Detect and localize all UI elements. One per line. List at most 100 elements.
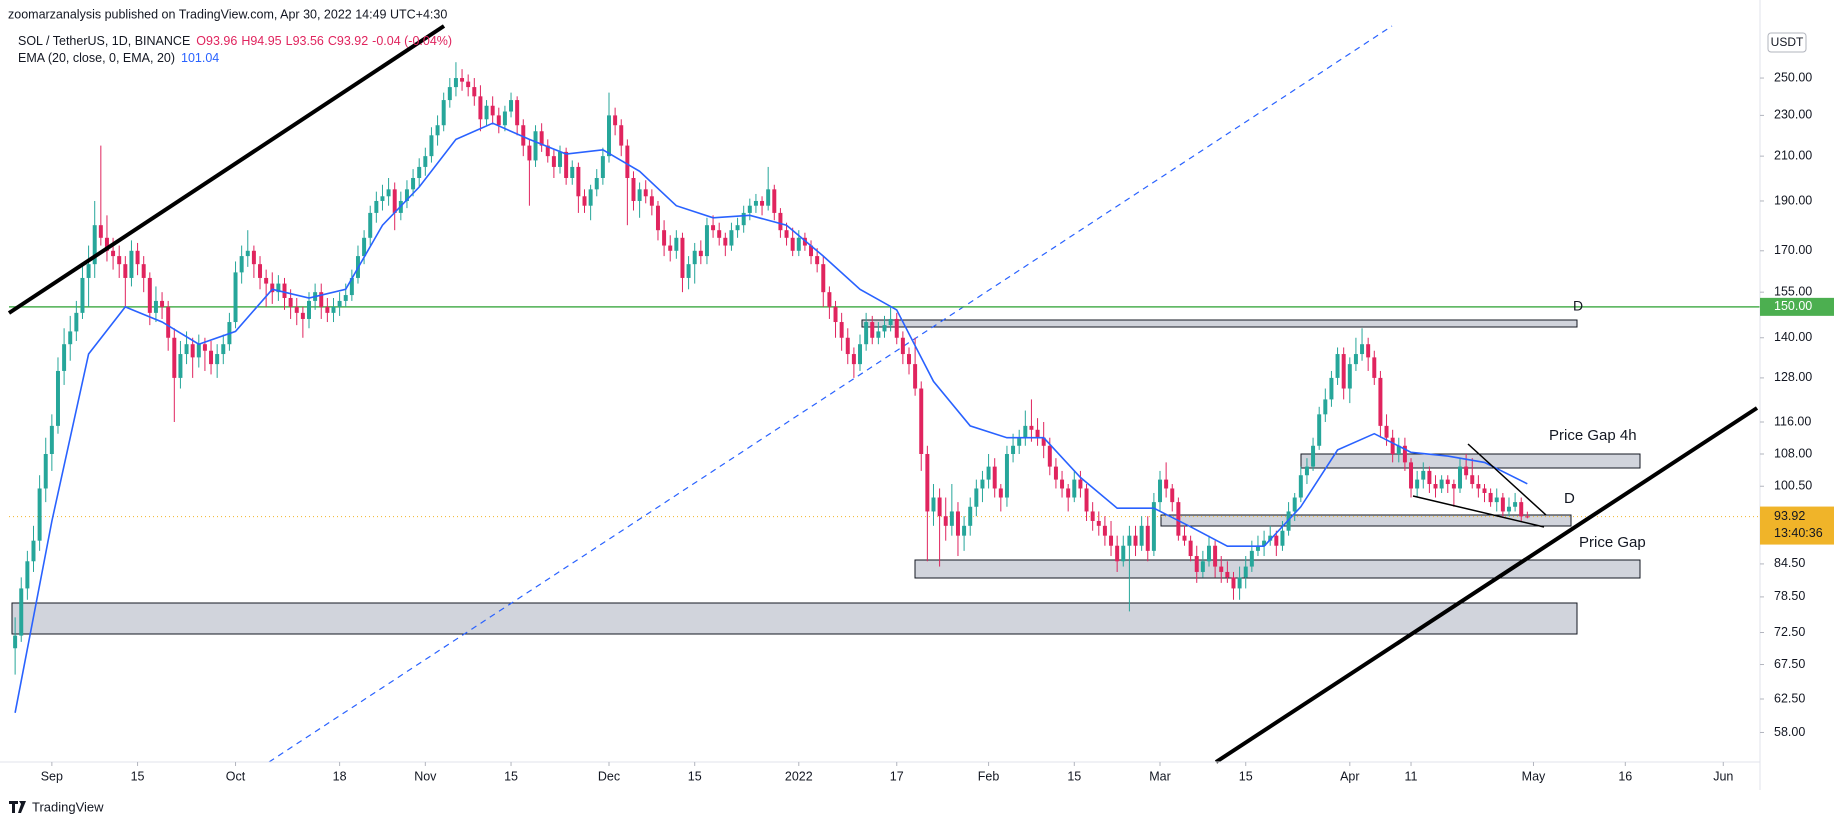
y-tick-label: 108.00 xyxy=(1774,446,1812,460)
candle-body xyxy=(753,200,758,206)
candle-body xyxy=(1476,484,1481,489)
candle-body xyxy=(184,344,189,355)
candle-body xyxy=(1084,488,1089,512)
candle-body xyxy=(521,125,526,146)
candle-body xyxy=(655,205,660,231)
candle-body xyxy=(417,166,422,178)
x-tick-label: Dec xyxy=(598,769,620,783)
candle-body xyxy=(233,272,238,323)
y-tick-label: 84.50 xyxy=(1774,556,1805,570)
candle-body xyxy=(766,189,771,206)
y-tick-label: 250.00 xyxy=(1774,70,1812,84)
candle-body xyxy=(172,337,177,378)
candle-body xyxy=(386,189,391,197)
candle-body xyxy=(453,78,458,88)
candle-body xyxy=(747,205,752,213)
y-tick-label: 190.00 xyxy=(1774,193,1812,207)
logo xyxy=(9,801,26,813)
candle-body xyxy=(1127,535,1132,546)
x-tick-label: Sep xyxy=(41,769,63,783)
y-tick-label: 100.50 xyxy=(1774,479,1812,493)
candle-body xyxy=(796,237,801,251)
candle-body xyxy=(974,488,979,507)
candle-body xyxy=(1341,354,1346,389)
x-tick-label: 2022 xyxy=(785,769,813,783)
candle-body xyxy=(1335,354,1340,378)
candle-body xyxy=(92,225,97,265)
candle-body xyxy=(760,200,765,206)
candle-body xyxy=(478,96,483,120)
candle-body xyxy=(300,312,305,319)
candle-body xyxy=(43,454,48,489)
candle-body xyxy=(1011,445,1016,455)
candle-body xyxy=(1439,479,1444,489)
candle-body xyxy=(735,225,740,231)
candle-body xyxy=(1066,488,1071,498)
x-tick-label: 15 xyxy=(131,769,145,783)
candle-body xyxy=(668,245,673,251)
annotation: D xyxy=(1564,490,1575,507)
wedge-line xyxy=(1412,495,1545,528)
candle-body xyxy=(1072,479,1077,498)
candle-body xyxy=(80,277,85,313)
candle-body xyxy=(949,511,954,526)
candle-body xyxy=(129,250,134,278)
candle-body xyxy=(515,100,520,126)
candle-body xyxy=(153,300,158,313)
candle-body xyxy=(931,497,936,512)
candle-body xyxy=(429,135,434,157)
candle-body xyxy=(1500,497,1505,512)
footer: TradingView xyxy=(9,799,104,814)
candle-body xyxy=(1053,466,1058,480)
candle-body xyxy=(1353,354,1358,365)
candle-body xyxy=(441,100,446,126)
y-tick-label: 140.00 xyxy=(1774,330,1812,344)
candle-body xyxy=(741,212,746,226)
ohlc: L93.56 xyxy=(286,34,324,48)
candle-body xyxy=(864,322,869,345)
candle-body xyxy=(411,177,416,190)
zone xyxy=(1300,453,1641,469)
y-tick-label: 116.00 xyxy=(1774,414,1811,428)
candle-body xyxy=(325,306,330,313)
x-tick-label: 17 xyxy=(890,769,904,783)
candle-body xyxy=(104,237,109,251)
candle-body xyxy=(1206,545,1211,562)
candle-body xyxy=(858,344,863,365)
candle-body xyxy=(1231,577,1236,589)
candle-body xyxy=(319,292,324,307)
candle-body xyxy=(986,466,991,480)
change: -0.04 (-0.04%) xyxy=(372,34,452,48)
wedge-line xyxy=(1467,443,1547,516)
candle-body xyxy=(117,256,122,265)
last-price-label: 93.92 xyxy=(1774,509,1805,523)
x-tick-label: Feb xyxy=(978,769,1000,783)
annotation: Price Gap xyxy=(1579,534,1646,551)
candle-body xyxy=(49,425,54,455)
candle-body xyxy=(215,354,220,365)
candle-body xyxy=(1164,479,1169,489)
candle-body xyxy=(1102,525,1107,536)
candle-body xyxy=(331,306,336,313)
candle-body xyxy=(362,237,367,257)
candle-body xyxy=(992,466,997,489)
candle-body xyxy=(1409,462,1414,489)
candle-body xyxy=(245,250,250,257)
candle-body xyxy=(25,561,30,589)
candle-body xyxy=(509,100,514,112)
candle-body xyxy=(1402,445,1407,463)
candle-body xyxy=(374,200,379,213)
candle-body xyxy=(551,156,556,167)
candle-body xyxy=(631,177,636,201)
candle-body xyxy=(925,454,930,512)
currency-badge[interactable] xyxy=(1767,32,1807,53)
candle-body xyxy=(1115,545,1120,562)
candle-body xyxy=(1176,502,1181,536)
candle-body xyxy=(1519,502,1524,517)
candle-body xyxy=(1041,437,1046,446)
candle-body xyxy=(380,196,385,201)
candle-body xyxy=(882,325,887,332)
candle-body xyxy=(1035,429,1040,438)
zone xyxy=(1160,514,1572,527)
